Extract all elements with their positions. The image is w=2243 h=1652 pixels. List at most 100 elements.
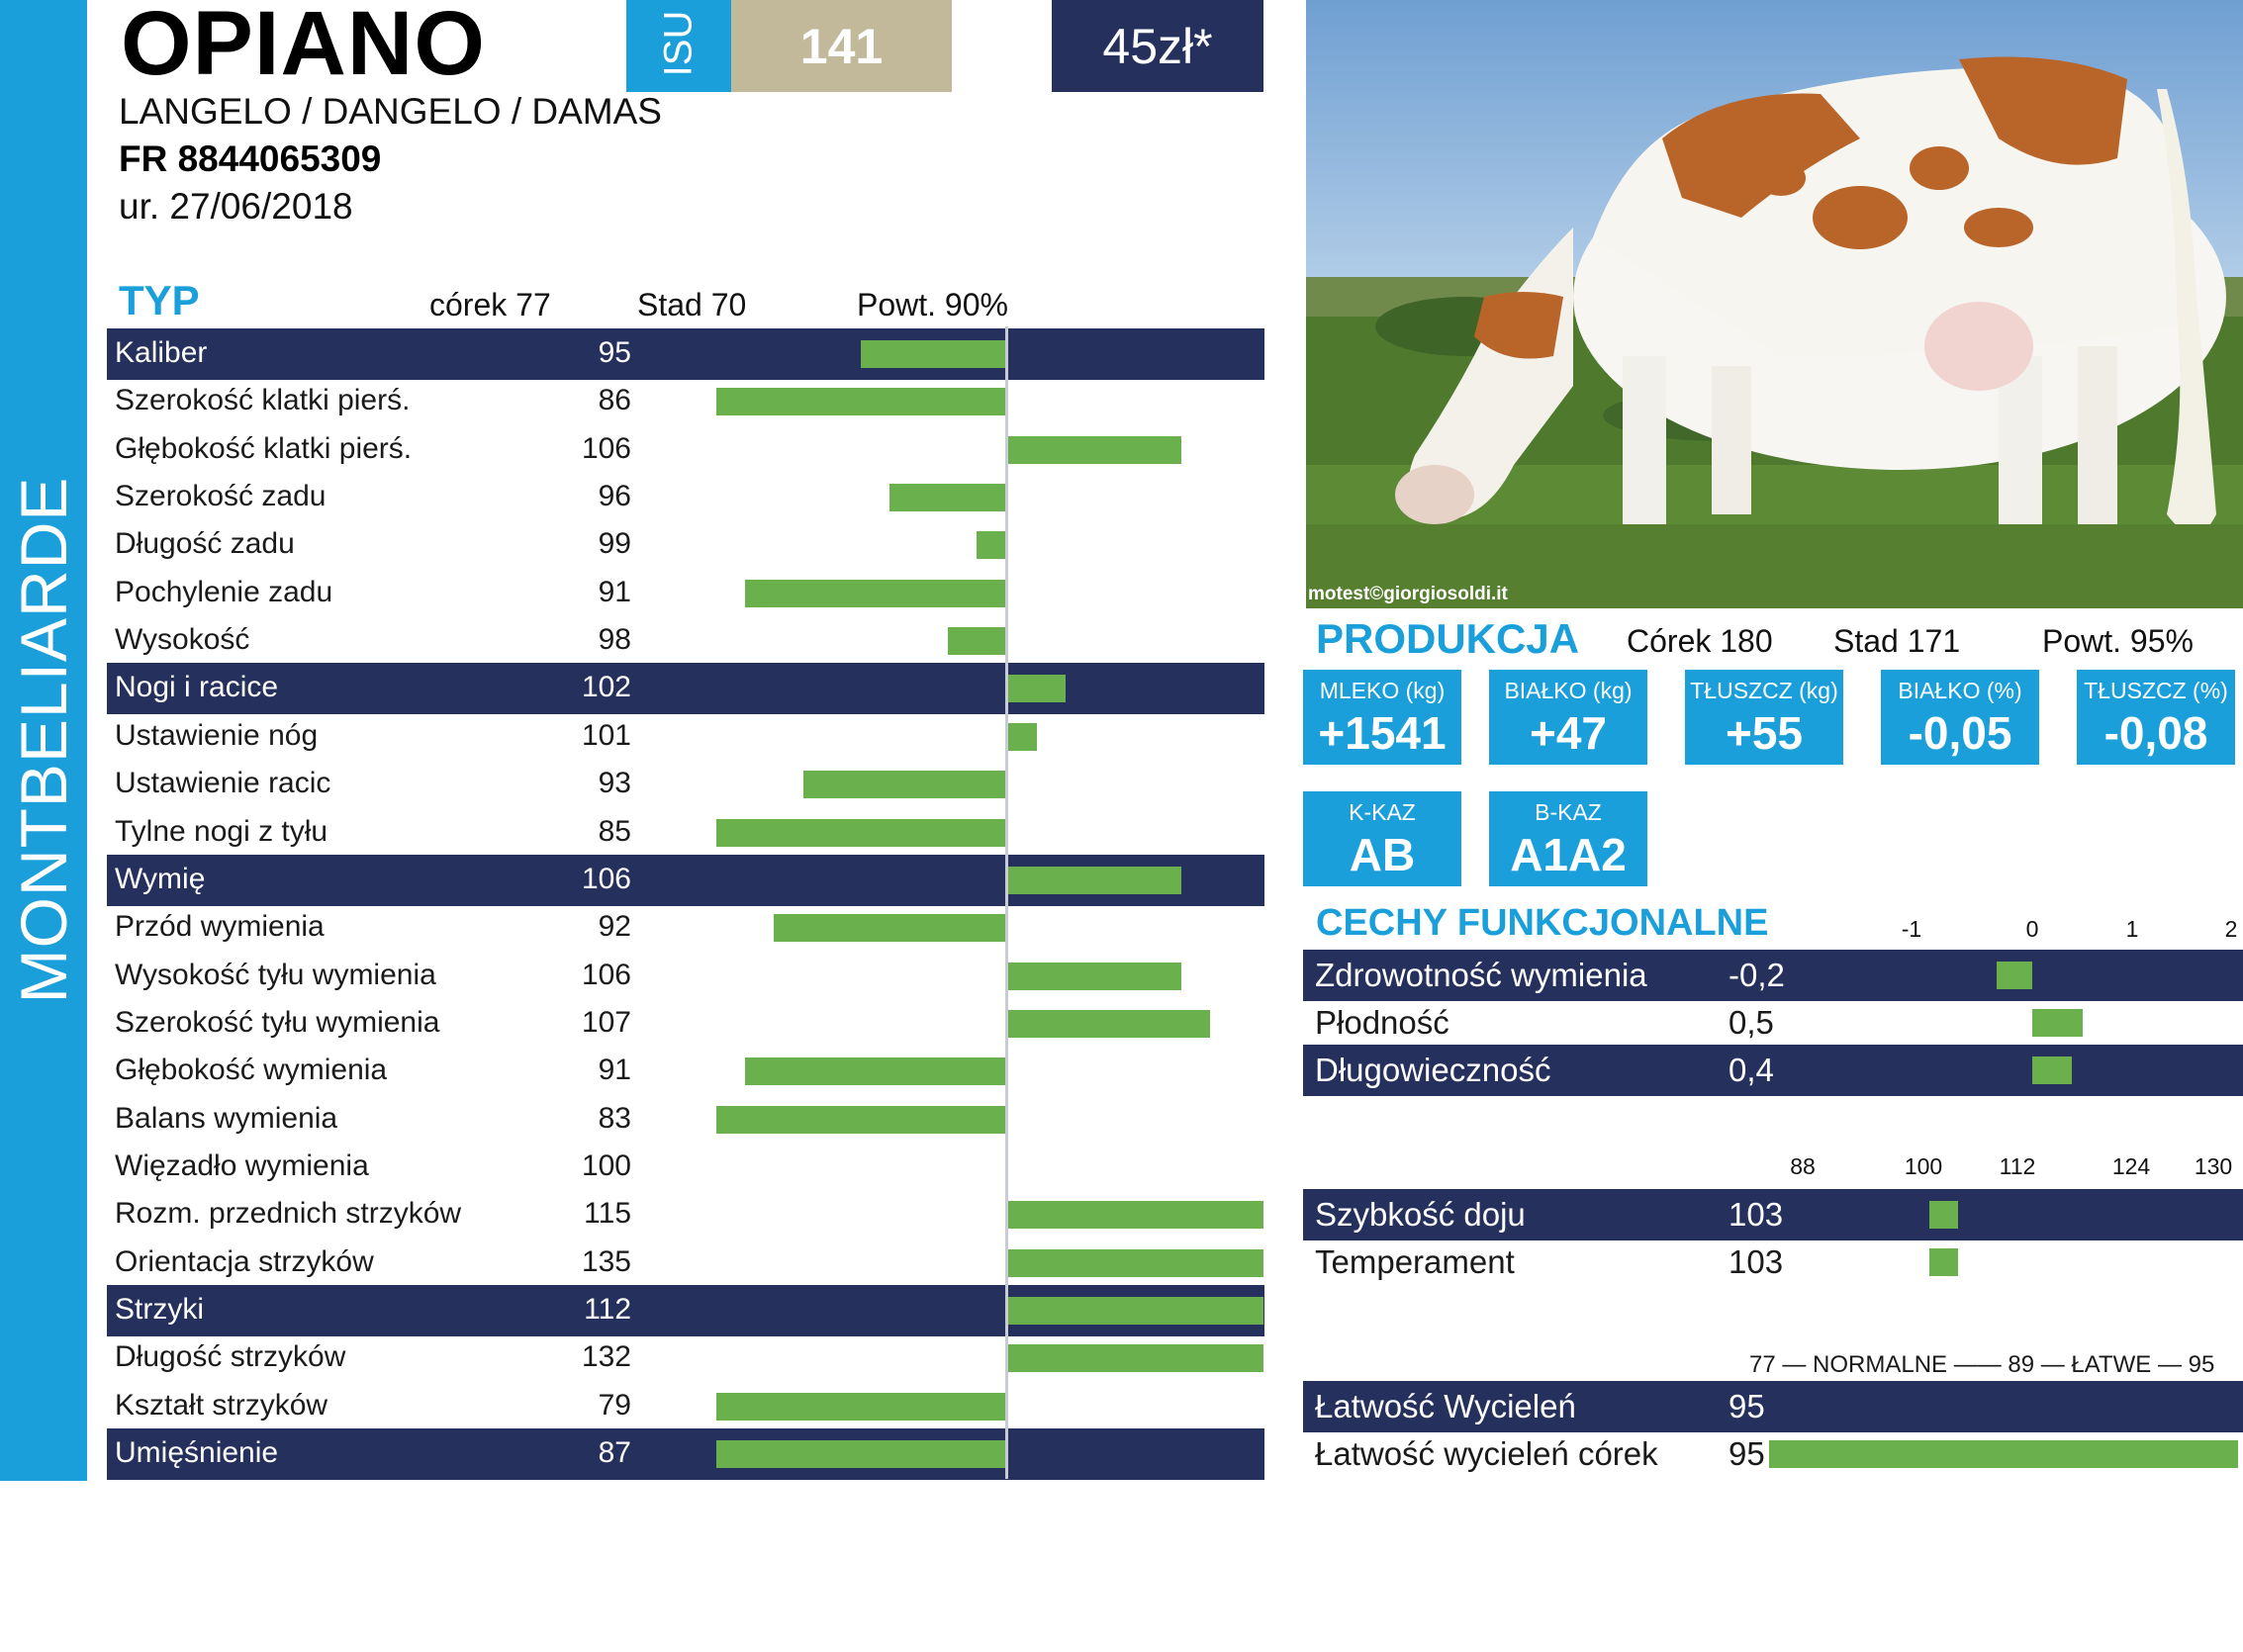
typ-row-bar xyxy=(1008,1248,1263,1277)
typ-row: Strzyki 112 xyxy=(107,1285,1264,1336)
typ-row-label: Szerokość tyłu wymienia xyxy=(115,1005,440,1039)
typ-row-bar xyxy=(716,818,1005,847)
typ-row: Kształt strzyków 79 xyxy=(107,1381,1264,1432)
k-casein-label: K-KAZ xyxy=(1349,799,1416,825)
typ-row-bar xyxy=(1008,435,1182,464)
typ-row-label: Wysokość xyxy=(115,623,250,657)
typ-row-bar xyxy=(889,484,1005,512)
cechy-tick-2: 2 xyxy=(2224,916,2238,942)
cechy-tick-0: 0 xyxy=(2025,916,2039,942)
typ-row-value: 92 xyxy=(598,910,631,944)
udder-health-bar xyxy=(1996,962,2032,989)
typ-row: Umięśnienie 87 xyxy=(107,1428,1264,1481)
breed-label: MONTBELIARDE xyxy=(7,476,80,1004)
typ-row: Orientacja strzyków 135 xyxy=(107,1238,1264,1289)
typ-row-value: 100 xyxy=(581,1148,631,1182)
typ-row-value: 106 xyxy=(581,958,631,991)
protein-pct-value: -0,05 xyxy=(1908,707,2012,759)
fat-pct-box: TŁUSZCZ (%) -0,08 xyxy=(2077,670,2235,765)
daughter-calving-ease-label: Łatwość wycieleń córek xyxy=(1315,1435,1658,1472)
typ-row: Szerokość tyłu wymienia 107 xyxy=(107,998,1264,1050)
typ-row: Przód wymienia 92 xyxy=(107,902,1264,954)
milking-speed-label: Szybkość doju xyxy=(1315,1196,1526,1233)
typ-row-value: 101 xyxy=(581,718,631,752)
cechy-title: CECHY FUNKCJONALNE xyxy=(1316,902,1769,944)
typ-daughters: córek 77 xyxy=(429,287,551,322)
cechy-tick-minus1: -1 xyxy=(1901,916,1922,942)
milk-kg-label: MLEKO (kg) xyxy=(1319,678,1446,703)
cechy-tick-1: 1 xyxy=(2125,916,2139,942)
udder-health-label: Zdrowotność wymienia xyxy=(1315,957,1647,993)
typ-row: Głębokość wymienia 91 xyxy=(107,1046,1264,1097)
milking-speed-value: 103 xyxy=(1729,1196,1784,1233)
cow-photo-illustration xyxy=(1306,0,2243,608)
typ-row-value: 96 xyxy=(598,480,631,513)
fat-kg-label: TŁUSZCZ (kg) xyxy=(1690,678,1838,703)
typ-row: Szerokość klatki pierś. 86 xyxy=(107,376,1264,427)
typ-row-value: 106 xyxy=(581,862,631,895)
typ-row-label: Ustawienie racic xyxy=(115,767,331,800)
udder-health-row: Zdrowotność wymienia -0,2 xyxy=(1303,950,2243,1001)
typ-row-label: Balans wymienia xyxy=(115,1101,338,1135)
longevity-label: Długowieczność xyxy=(1315,1052,1551,1088)
typ-row-bar xyxy=(716,388,1005,416)
isu-label: ISU xyxy=(656,10,701,77)
typ-row-label: Więzadło wymienia xyxy=(115,1148,369,1182)
typ-row-label: Rozm. przednich strzyków xyxy=(115,1197,462,1231)
calving-ease-row: Łatwość Wycieleń 95 xyxy=(1303,1381,2243,1432)
fertility-label: Płodność xyxy=(1315,1004,1449,1041)
isu-label-box xyxy=(626,0,731,92)
typ-row: Wysokość tyłu wymienia 106 xyxy=(107,951,1264,1002)
milking-tick-88: 88 xyxy=(1790,1153,1816,1179)
typ-row-label: Orientacja strzyków xyxy=(115,1244,374,1278)
longevity-bar xyxy=(2032,1056,2073,1084)
milking-tick-130: 130 xyxy=(2194,1153,2233,1179)
milking-tick-124: 124 xyxy=(2111,1153,2151,1179)
typ-title: TYP xyxy=(119,277,200,323)
typ-row-bar xyxy=(716,1440,1005,1469)
calving-ease-scale: 77 — NORMALNE —— 89 — ŁATWE — 95 xyxy=(1749,1351,2215,1378)
milk-kg-box: MLEKO (kg) +1541 xyxy=(1303,670,1461,765)
typ-row-bar xyxy=(861,340,1005,368)
typ-row-bar xyxy=(1008,1201,1263,1230)
typ-row-bar xyxy=(1008,1009,1211,1038)
typ-row-bar xyxy=(947,627,1005,656)
typ-row-label: Wymię xyxy=(115,862,206,895)
fat-kg-box: TŁUSZCZ (kg) +55 xyxy=(1685,670,1843,765)
udder-health-value: -0,2 xyxy=(1729,957,1785,993)
milking-tick-112: 112 xyxy=(1999,1153,2036,1179)
typ-row: Długość strzyków 132 xyxy=(107,1332,1264,1384)
typ-row-value: 91 xyxy=(598,575,631,608)
calving-ease-label: Łatwość Wycieleń xyxy=(1315,1388,1576,1424)
typ-row-bar xyxy=(1008,962,1182,990)
bull-name: OPIANO xyxy=(121,0,486,94)
typ-row-value: 87 xyxy=(598,1436,631,1470)
typ-row-bar xyxy=(802,771,1005,799)
typ-row: Pochylenie zadu 91 xyxy=(107,568,1264,619)
typ-row-value: 102 xyxy=(581,671,631,704)
typ-row-label: Strzyki xyxy=(115,1293,204,1326)
typ-row-label: Głębokość klatki pierś. xyxy=(115,431,413,465)
temperament-label: Temperament xyxy=(1315,1243,1515,1280)
typ-row-bar xyxy=(1008,1297,1263,1325)
typ-row-value: 95 xyxy=(598,336,631,369)
produkcja-herds: Stad 171 xyxy=(1833,623,1961,659)
produkcja-reliability: Powt. 95% xyxy=(2042,623,2194,659)
fertility-row: Płodność 0,5 xyxy=(1303,997,2243,1049)
typ-row-label: Umięśnienie xyxy=(115,1436,279,1470)
typ-row-value: 91 xyxy=(598,1054,631,1087)
temperament-row: Temperament 103 xyxy=(1303,1237,2243,1288)
milking-speed-row: Szybkość doju 103 xyxy=(1303,1189,2243,1240)
produkcja-title: PRODUKCJA xyxy=(1316,615,1580,662)
typ-herds: Stad 70 xyxy=(637,287,747,322)
pedigree: LANGELO / DANGELO / DAMAS xyxy=(119,91,662,132)
bull-id: FR 8844065309 xyxy=(119,138,382,179)
isu-value: 141 xyxy=(731,0,952,92)
milking-speed-bar xyxy=(1929,1201,1958,1229)
protein-kg-value: +47 xyxy=(1529,707,1608,759)
typ-row: Ustawienie racic 93 xyxy=(107,759,1264,810)
b-casein-box: B-KAZ A1A2 xyxy=(1489,791,1647,886)
photo-credit: motest©giorgiosoldi.it xyxy=(1308,584,1508,604)
k-casein-value: AB xyxy=(1349,829,1416,880)
typ-row-value: 112 xyxy=(584,1293,631,1326)
